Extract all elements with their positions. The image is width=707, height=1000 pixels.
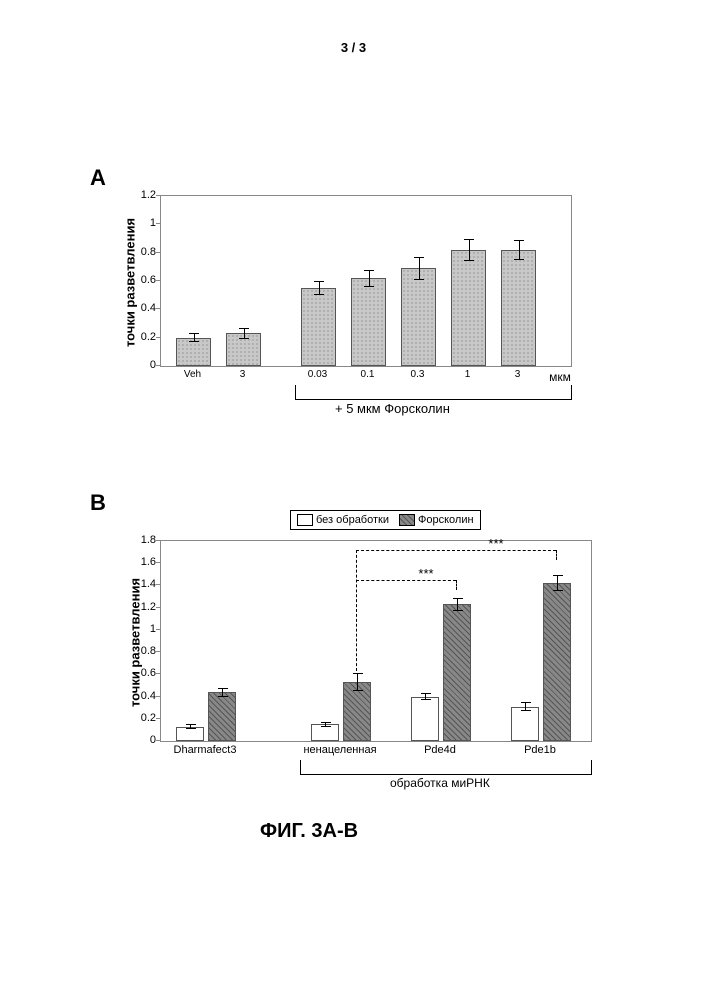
legend-swatch-hatched [399, 514, 415, 526]
bar [411, 697, 439, 741]
legend-item-no-treatment: без обработки [297, 514, 389, 526]
figure-caption: ФИГ. 3A-B [260, 820, 358, 843]
chart-b-legend: без обработки Форсколин [290, 510, 481, 530]
xtick: 3 [515, 369, 521, 380]
ytick: 0 [126, 734, 156, 746]
ytick: 0.8 [126, 645, 156, 657]
chart-b-group-bracket [300, 760, 592, 775]
bar [401, 268, 436, 366]
chart-a-xunit: мкм [545, 370, 575, 384]
chart-a-group-bracket [295, 385, 572, 400]
bar [351, 278, 386, 366]
chart-a-plot [160, 195, 572, 367]
significance-label: *** [418, 566, 433, 581]
panel-b-label: B [90, 490, 106, 516]
bar [311, 724, 339, 741]
legend-swatch-empty [297, 514, 313, 526]
chart-b-plot [160, 540, 592, 742]
ytick: 0 [126, 359, 156, 371]
xtick: 1 [465, 369, 471, 380]
bar [443, 604, 471, 741]
ytick: 0.4 [126, 690, 156, 702]
chart-a-group-label: + 5 мкм Форсколин [335, 401, 450, 416]
bar [501, 250, 536, 366]
ytick: 0.8 [126, 246, 156, 258]
ytick: 1.2 [126, 189, 156, 201]
xtick: Dharmafect3 [174, 744, 237, 756]
bar [451, 250, 486, 366]
legend-label-0: без обработки [316, 514, 389, 526]
significance-label: *** [488, 536, 503, 551]
page-number: 3 / 3 [0, 40, 707, 55]
xtick: ненацеленная [303, 744, 376, 756]
ytick: 1.6 [126, 556, 156, 568]
xtick: 0.03 [308, 369, 327, 380]
xtick: 3 [240, 369, 246, 380]
xtick: 0.1 [361, 369, 375, 380]
ytick: 0.6 [126, 274, 156, 286]
ytick: 0.2 [126, 712, 156, 724]
ytick: 0.2 [126, 331, 156, 343]
ytick: 1 [126, 623, 156, 635]
ytick: 1 [126, 217, 156, 229]
bar [543, 583, 571, 741]
ytick: 0.6 [126, 667, 156, 679]
xtick: Pde1b [524, 744, 556, 756]
ytick: 1.2 [126, 601, 156, 613]
panel-a-label: A [90, 165, 106, 191]
legend-item-forskolin: Форсколин [399, 514, 474, 526]
ytick: 1.8 [126, 534, 156, 546]
xtick: 0.3 [411, 369, 425, 380]
bar [511, 707, 539, 741]
bar [208, 692, 236, 741]
ytick: 0.4 [126, 302, 156, 314]
xtick: Veh [184, 369, 201, 380]
bar [301, 288, 336, 366]
chart-b-group-label: обработка миРНК [390, 776, 490, 790]
ytick: 1.4 [126, 578, 156, 590]
xtick: Pde4d [424, 744, 456, 756]
legend-label-1: Форсколин [418, 514, 474, 526]
